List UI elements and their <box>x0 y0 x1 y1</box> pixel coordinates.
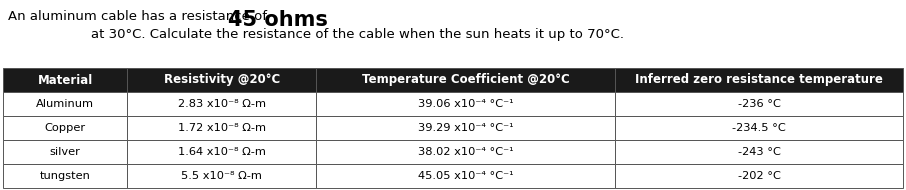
Text: -202 °C: -202 °C <box>737 171 780 181</box>
Bar <box>316 92 615 116</box>
Bar <box>127 164 316 188</box>
Bar <box>316 116 615 140</box>
Bar <box>615 92 903 116</box>
Bar <box>316 68 615 92</box>
Text: An aluminum cable has a resistance of: An aluminum cable has a resistance of <box>8 10 275 23</box>
Text: 39.29 x10⁻⁴ °C⁻¹: 39.29 x10⁻⁴ °C⁻¹ <box>418 123 514 133</box>
Text: tungsten: tungsten <box>40 171 91 181</box>
Text: 1.72 x10⁻⁸ Ω-m: 1.72 x10⁻⁸ Ω-m <box>178 123 265 133</box>
Text: silver: silver <box>50 147 81 157</box>
Text: 2.83 x10⁻⁸ Ω-m: 2.83 x10⁻⁸ Ω-m <box>178 99 265 109</box>
Text: Material: Material <box>37 74 92 86</box>
Text: 5.5 x10⁻⁸ Ω-m: 5.5 x10⁻⁸ Ω-m <box>181 171 262 181</box>
Text: 45.05 x10⁻⁴ °C⁻¹: 45.05 x10⁻⁴ °C⁻¹ <box>418 171 514 181</box>
Text: -236 °C: -236 °C <box>737 99 780 109</box>
Bar <box>127 140 316 164</box>
Text: Copper: Copper <box>44 123 86 133</box>
Bar <box>127 92 316 116</box>
Bar <box>127 116 316 140</box>
Bar <box>316 164 615 188</box>
Text: Resistivity @20°C: Resistivity @20°C <box>164 74 280 86</box>
Bar <box>3 68 127 92</box>
Bar <box>615 140 903 164</box>
Text: 1.64 x10⁻⁸ Ω-m: 1.64 x10⁻⁸ Ω-m <box>178 147 265 157</box>
Text: Aluminum: Aluminum <box>36 99 94 109</box>
Text: at 30°C. Calculate the resistance of the cable when the sun heats it up to 70°C.: at 30°C. Calculate the resistance of the… <box>91 28 623 41</box>
Text: 45 ohms: 45 ohms <box>228 10 328 30</box>
Bar <box>3 116 127 140</box>
Bar <box>615 116 903 140</box>
Text: -234.5 °C: -234.5 °C <box>732 123 786 133</box>
Bar <box>127 68 316 92</box>
Text: 39.06 x10⁻⁴ °C⁻¹: 39.06 x10⁻⁴ °C⁻¹ <box>418 99 514 109</box>
Text: 38.02 x10⁻⁴ °C⁻¹: 38.02 x10⁻⁴ °C⁻¹ <box>418 147 514 157</box>
Bar <box>615 68 903 92</box>
Text: -243 °C: -243 °C <box>737 147 780 157</box>
Bar <box>316 140 615 164</box>
Bar <box>3 164 127 188</box>
Bar <box>3 92 127 116</box>
Text: Inferred zero resistance temperature: Inferred zero resistance temperature <box>635 74 883 86</box>
Bar <box>615 164 903 188</box>
Text: Temperature Coefficient @20°C: Temperature Coefficient @20°C <box>361 74 570 86</box>
Bar <box>3 140 127 164</box>
